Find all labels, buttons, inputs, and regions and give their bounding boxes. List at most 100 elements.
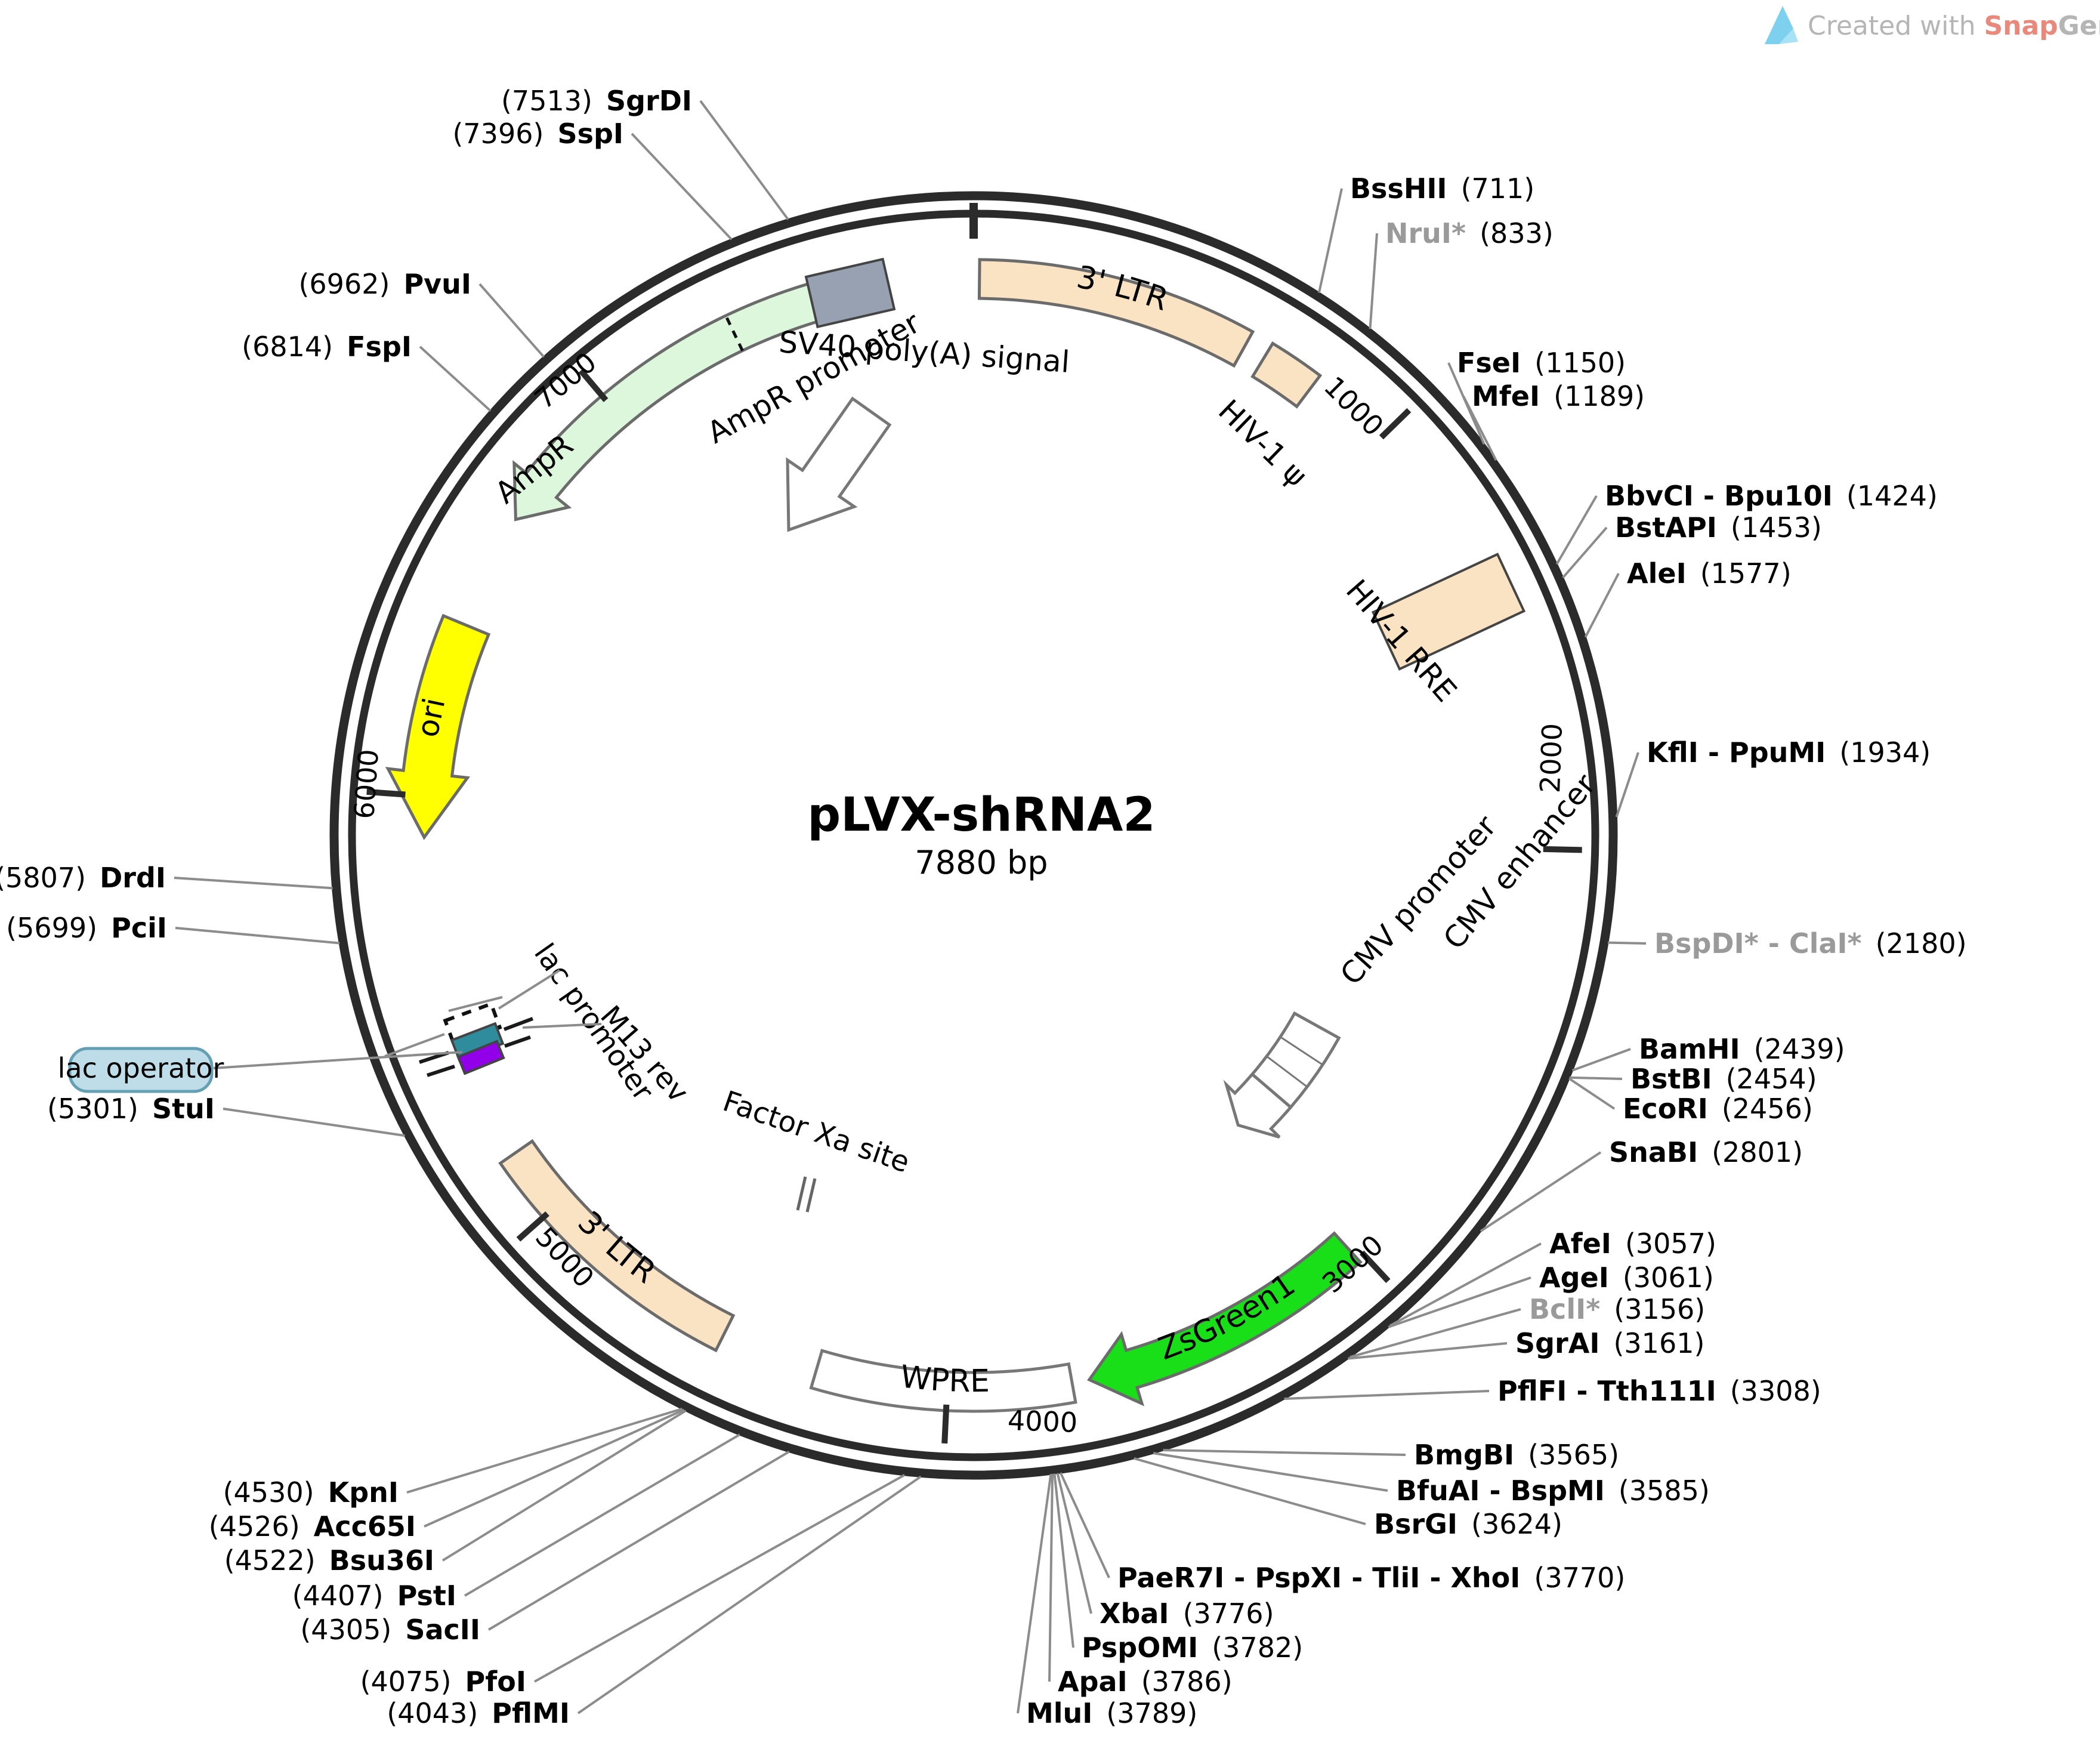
lac-promoter-label: lac promoter [527,937,660,1107]
lac-operator-bubble [68,1047,214,1093]
callout-pvui [478,283,545,358]
site-label-pfoi: (4075) PfoI [360,1665,526,1698]
factor-xa-site-mark [805,1178,817,1213]
callout-sgrai [1348,1342,1508,1360]
callout-sspi [631,132,733,240]
site-label-nrui-: NruI* (833) [1385,217,1554,249]
primer-bar [503,1017,534,1031]
callout-lines [174,100,1647,1714]
site-label-alei: AleI (1577) [1627,557,1792,590]
site-label-kfli-ppumi: KflI - PpuMI (1934) [1647,736,1931,769]
callout-nrui- [1369,233,1378,329]
misc-marks [384,969,817,1213]
cmv-enhancer-divider [1266,1055,1308,1088]
backbone [329,191,1618,1480]
callout-kpni [406,1407,682,1494]
hiv1-psi-feature [1250,341,1323,409]
callout-fspi [419,346,492,412]
callout-snabi [1480,1151,1602,1232]
site-label-snabi: SnaBI (2801) [1609,1136,1803,1168]
ltr3-bottom-feature [498,1139,736,1353]
callout-mfei [1462,396,1497,461]
callout-bbvci-bpu10i [1555,495,1598,565]
callout-kfli-ppumi [1615,752,1639,818]
title-group: pLVX-shRNA2 7880 bp [807,788,1155,881]
site-label-bcli-: BclI* (3156) [1529,1293,1705,1325]
site-label-stui: (5301) StuI [47,1093,215,1125]
callout-alei [1584,573,1620,638]
callout-ecori [1568,1077,1616,1110]
callout-bsu36i [441,1409,687,1562]
tick-2000 [1543,846,1582,853]
tick-label-4000: 4000 [1007,1404,1078,1439]
site-label-pcii: (5699) PciI [6,912,167,944]
hiv1-rre-feature [1371,553,1526,671]
lac-operator-box-feature [456,1040,505,1075]
ori-feature [385,613,491,840]
site-label-fsei: FseI (1150) [1457,347,1626,379]
callout-apai [1048,1473,1054,1682]
plasmid-size: 7880 bp [915,844,1048,881]
callout-bstbi [1569,1076,1623,1080]
site-label-ecori: EcoRI (2456) [1623,1093,1813,1125]
primer-bar [427,1065,455,1077]
callout-bamhi [1571,1048,1631,1072]
site-label-xbai: XbaI (3776) [1100,1597,1274,1630]
site-label-bsshii: BssHII (711) [1350,172,1534,205]
callout-mlui [1017,1473,1052,1714]
tick-6000 [366,788,406,798]
ori-label: ori [410,695,452,741]
site-label-bspdi-clai-: BspDI* - ClaI* (2180) [1654,927,1967,960]
site-label-bsu36i: (4522) Bsu36I [224,1544,434,1577]
tick-3000 [1359,1250,1391,1284]
ampr-feature [512,281,824,522]
site-label-mfei: MfeI (1189) [1472,380,1645,412]
callout-bsrgi [1134,1457,1366,1525]
site-label-sacii: (4305) SacII [300,1614,480,1646]
factor-xa-site-mark [796,1176,807,1211]
site-label-acc65i: (4526) Acc65I [209,1510,416,1543]
backbone-outer-ring [329,191,1618,1480]
callout-pflmi [577,1475,922,1714]
site-label-bfuai-bspmi: BfuAI - BspMI (3585) [1396,1475,1710,1507]
tick-label-1000: 1000 [1318,370,1390,442]
site-label-apai: ApaI (3786) [1058,1665,1233,1698]
callout-paer7i-pspxi-tlii-xhoi [1059,1472,1110,1578]
plasmid-name: pLVX-shRNA2 [807,788,1155,842]
site-label-bbvci-bpu10i: BbvCI - Bpu10I (1424) [1605,480,1938,512]
tick-label-6000: 6000 [348,748,385,821]
site-label-drdi: (5807) DrdI [0,862,166,894]
callout-stui [223,1108,405,1137]
callout-bfuai-bspmi [1153,1452,1388,1492]
cmv-promoter-feature [1223,1072,1293,1139]
feature-callout-stub [498,969,561,1010]
ltr3-top-feature [977,258,1255,368]
site-label-mlui: MluI (3789) [1026,1697,1197,1729]
restriction-site-labels: (7513) SgrDI(7396) SspI (6962) PvuI (6814)… [0,85,1967,1729]
zsgreen1-feature [1087,1231,1363,1407]
snapgene-logo-icon-accent [1779,29,1798,44]
lac-operator-callout: lac operator [58,1047,463,1093]
site-label-paer7i-pspxi-tlii-xhoi: PaeR7I - PspXI - TliI - XhoI (3770) [1117,1562,1625,1594]
site-label-bsrgi: BsrGI (3624) [1374,1508,1562,1540]
callout-psti [464,1433,740,1597]
site-label-sgrai: SgrAI (3161) [1515,1327,1704,1359]
sv40-polya-feature [804,257,896,329]
callout-afei [1389,1242,1542,1327]
site-label-kpni: (4530) KpnI [223,1476,399,1509]
tick-5000 [516,1211,549,1242]
snapgene-logo-icon [1765,6,1793,44]
tick-4000 [941,1404,950,1444]
site-label-bstbi: BstBI (2454) [1630,1063,1817,1095]
tick-label-2000: 2000 [1534,723,1568,794]
watermark: Created with SnapGene® [1765,6,2100,44]
site-label-fspi: (6814) FspI [242,331,412,363]
site-label-pvui: (6962) PvuI [298,268,471,300]
tick-1000 [1379,408,1412,440]
feature-callout-stub [448,996,503,1012]
wpre-feature [809,1349,1077,1413]
site-label-sspi: (7396) SspI [452,118,623,150]
site-label-sgrdi: (7513) SgrDI [501,85,692,117]
factor-xa-label: Factor Xa site [719,1084,914,1179]
